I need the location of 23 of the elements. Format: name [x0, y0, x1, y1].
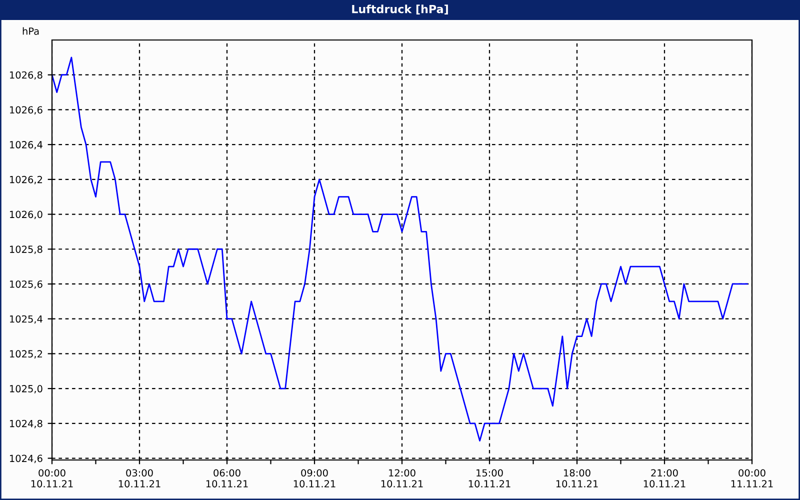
- y-tick-label: 1024,8: [10, 420, 42, 428]
- y-tick-label: 1025,4: [10, 315, 42, 324]
- y-tick-label: 1025,6: [10, 280, 42, 289]
- y-tick-label: 1026,2: [10, 176, 42, 184]
- x-tick-label: 00:00 10.11.21: [31, 469, 73, 488]
- y-tick-label: 1026,4: [10, 141, 42, 150]
- x-tick-label: 03:00 10.11.21: [118, 469, 160, 488]
- x-tick-label: 15:00 10.11.21: [468, 469, 510, 488]
- x-tick-label: 06:00 10.11.21: [206, 469, 248, 488]
- y-tick-label: 1026,0: [10, 210, 42, 220]
- y-tick-label: 1025,8: [10, 246, 42, 254]
- x-tick-label: 00:00 11.11.21: [731, 469, 773, 488]
- y-tick-label: 1025,2: [10, 350, 42, 359]
- x-tick-label: 09:00 10.11.21: [294, 469, 336, 488]
- x-tick-label: 12:00 10.11.21: [381, 469, 423, 488]
- chart-title: Luftdruck [hPa]: [352, 4, 448, 15]
- y-tick-label: 1024,6: [10, 454, 42, 464]
- y-tick-label: 1026,8: [10, 71, 42, 80]
- y-tick-label: 1025,0: [10, 385, 42, 394]
- y-axis-title: hPa: [22, 27, 39, 35]
- x-tick-label: 18:00 10.11.21: [556, 469, 598, 488]
- y-tick-label: 1026,6: [10, 106, 42, 115]
- x-tick-label: 21:00 10.11.21: [644, 469, 686, 488]
